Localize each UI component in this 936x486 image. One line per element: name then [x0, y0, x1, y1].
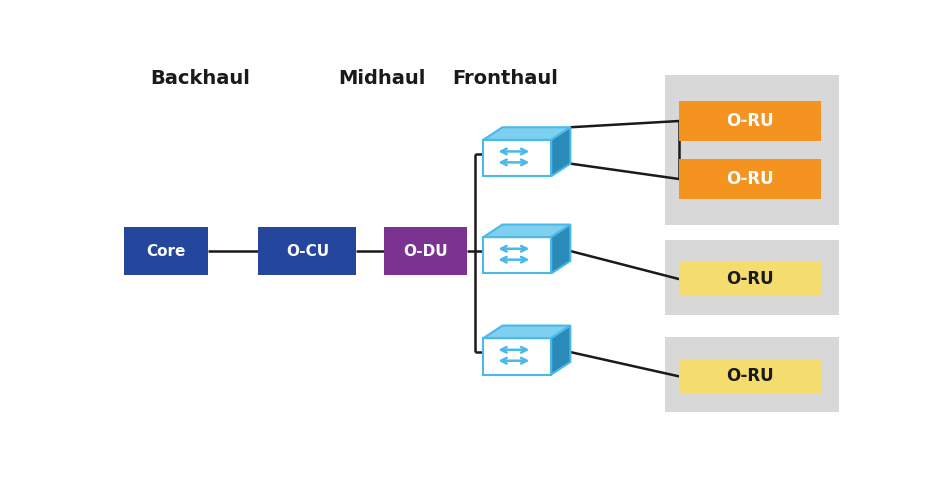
Text: Midhaul: Midhaul — [338, 69, 426, 88]
Polygon shape — [483, 225, 570, 237]
Polygon shape — [551, 127, 570, 176]
FancyBboxPatch shape — [665, 240, 839, 314]
Polygon shape — [551, 326, 570, 375]
Polygon shape — [551, 225, 570, 274]
Polygon shape — [483, 127, 570, 140]
FancyBboxPatch shape — [258, 226, 357, 276]
Text: Core: Core — [146, 243, 185, 259]
Text: Backhaul: Backhaul — [151, 69, 250, 88]
FancyBboxPatch shape — [680, 102, 821, 140]
FancyBboxPatch shape — [680, 159, 821, 199]
Polygon shape — [483, 237, 551, 274]
Text: O-CU: O-CU — [285, 243, 329, 259]
FancyBboxPatch shape — [124, 226, 208, 276]
Polygon shape — [483, 326, 570, 338]
Text: O-RU: O-RU — [726, 112, 774, 130]
Text: O-RU: O-RU — [726, 270, 774, 288]
FancyBboxPatch shape — [680, 262, 821, 296]
FancyBboxPatch shape — [680, 360, 821, 393]
FancyBboxPatch shape — [665, 75, 839, 225]
Polygon shape — [483, 140, 551, 176]
Polygon shape — [483, 338, 551, 375]
Text: O-RU: O-RU — [726, 367, 774, 385]
FancyBboxPatch shape — [384, 226, 467, 276]
Text: Fronthaul: Fronthaul — [452, 69, 558, 88]
Text: O-DU: O-DU — [403, 243, 448, 259]
Text: O-RU: O-RU — [726, 170, 774, 188]
FancyBboxPatch shape — [665, 337, 839, 412]
